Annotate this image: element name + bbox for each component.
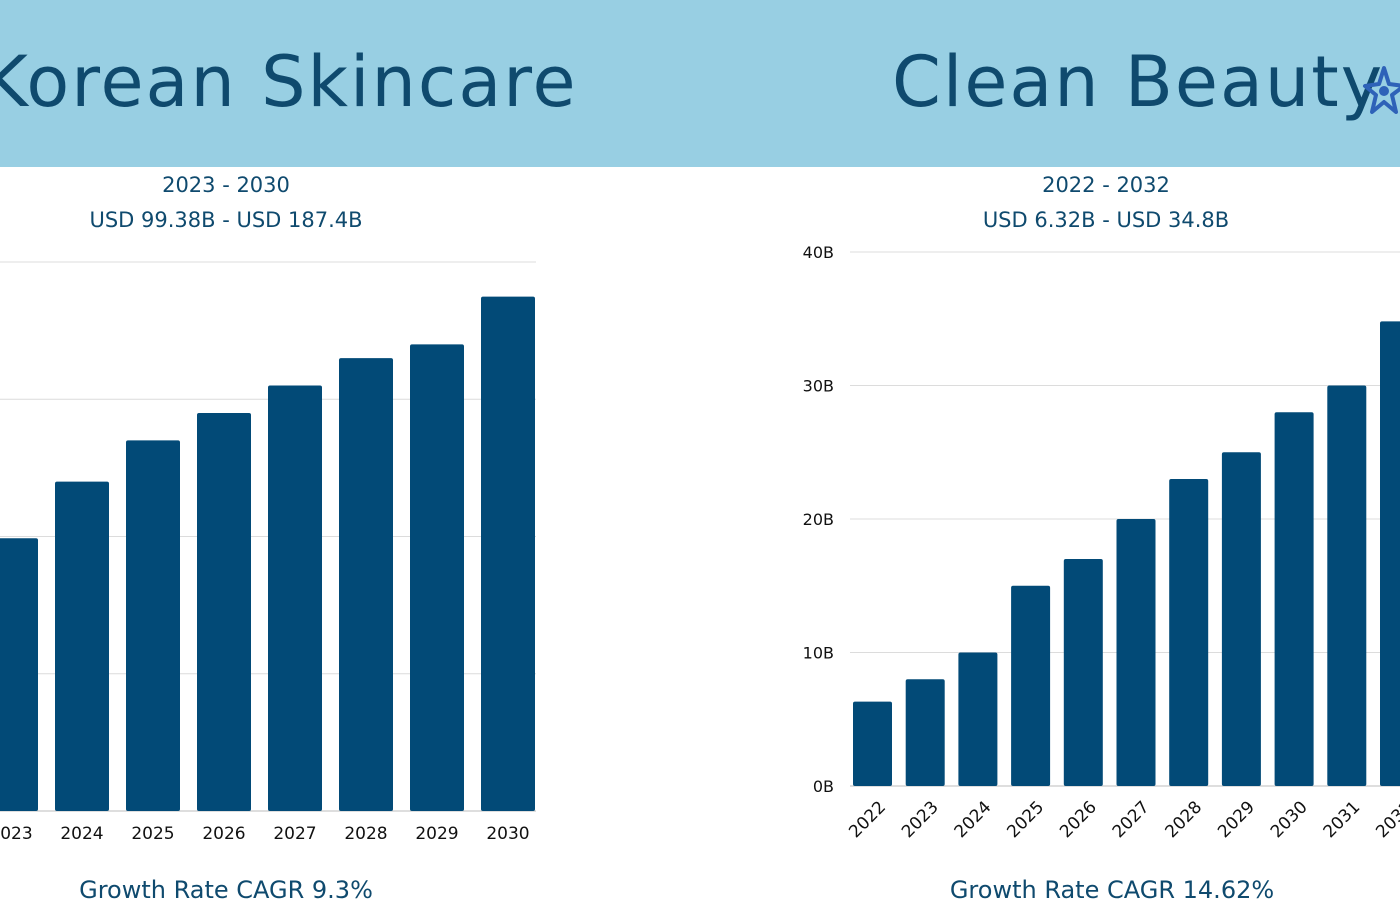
x-tick-label: 2027	[273, 824, 316, 844]
x-tick-label: 2022	[845, 797, 890, 842]
y-tick-label: 40B	[803, 243, 834, 262]
clean-beauty-subtitle: 2022 - 2032 USD 6.32B - USD 34.8B	[856, 168, 1356, 238]
bar-2022	[853, 701, 892, 786]
y-tick-label: 0B	[813, 777, 834, 796]
x-tick-label: 2031	[1320, 797, 1365, 842]
bar-2030	[481, 296, 535, 811]
y-tick-label: 20B	[803, 510, 834, 529]
x-tick-label: 2026	[1056, 797, 1101, 842]
x-tick-label: 2027	[1109, 797, 1154, 842]
bar-2027	[268, 385, 322, 811]
bar-2024	[958, 652, 998, 786]
x-tick-label: 2030	[1267, 797, 1312, 842]
bar-2023	[0, 538, 38, 811]
x-tick-label: 2028	[1161, 797, 1206, 842]
bar-2026	[1063, 559, 1103, 786]
x-tick-label: 2030	[486, 824, 529, 844]
korean-skincare-values: USD 99.38B - USD 187.4B	[89, 208, 363, 232]
x-tick-label: 2028	[344, 824, 387, 844]
korean-skincare-subtitle: 2023 - 2030 USD 99.38B - USD 187.4B	[0, 168, 476, 238]
clean-beauty-title: Clean Beauty	[892, 41, 1385, 123]
y-tick-label: 10B	[803, 644, 834, 663]
bar-2028	[339, 358, 393, 811]
bar-2029	[410, 344, 464, 811]
bar-2030	[1274, 412, 1314, 786]
bar-2029	[1221, 452, 1261, 786]
star-icon	[1363, 66, 1400, 114]
header-banner	[0, 0, 1400, 167]
x-tick-label: 2025	[131, 824, 174, 844]
bar-2028	[1169, 478, 1209, 786]
x-tick-label: 2029	[1214, 797, 1259, 842]
x-tick-label: 2023	[0, 824, 33, 844]
korean-skincare-years: 2023 - 2030	[162, 173, 290, 197]
bar-2032	[1380, 321, 1400, 786]
y-tick-label: 30B	[803, 377, 834, 396]
clean-beauty-years: 2022 - 2032	[1042, 173, 1170, 197]
bar-2026	[197, 412, 251, 811]
bar-2027	[1116, 519, 1156, 786]
bar-2024	[55, 481, 109, 811]
korean-skincare-title: Korean Skincare	[0, 41, 578, 123]
clean-beauty-growth-rate: Growth Rate CAGR 14.62%	[949, 876, 1275, 904]
korean-skincare-growth-rate: Growth Rate CAGR 9.3%	[79, 876, 373, 904]
x-tick-label: 2023	[898, 797, 943, 842]
x-tick-label: 2026	[202, 824, 245, 844]
bar-2031	[1327, 385, 1367, 786]
x-tick-label: 2024	[60, 824, 103, 844]
bar-2023	[905, 679, 945, 786]
x-tick-label: 2029	[415, 824, 458, 844]
x-tick-label: 2032	[1372, 797, 1400, 842]
bar-2025	[1011, 585, 1051, 786]
bar-2025	[126, 440, 180, 811]
x-tick-label: 2024	[951, 797, 996, 842]
x-tick-label: 2025	[1003, 797, 1048, 842]
clean-beauty-values: USD 6.32B - USD 34.8B	[982, 208, 1230, 232]
